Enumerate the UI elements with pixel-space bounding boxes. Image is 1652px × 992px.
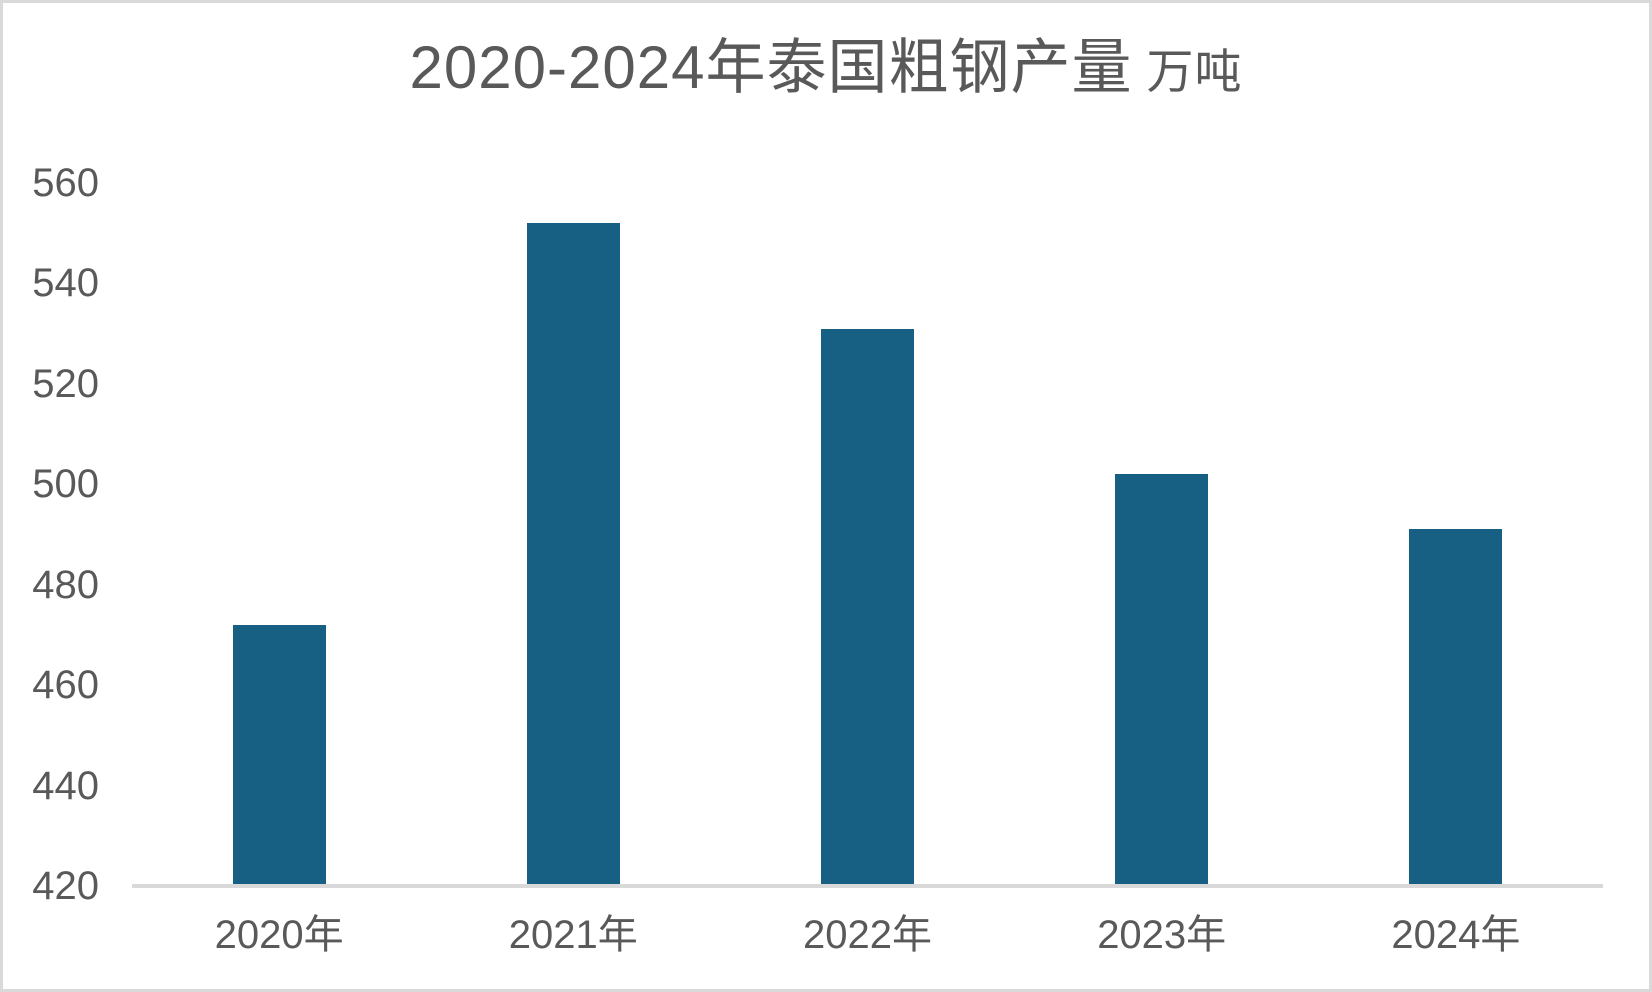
y-axis-tick-label: 540 bbox=[32, 261, 99, 306]
bar-2024年 bbox=[1409, 529, 1503, 886]
y-axis-tick-label: 460 bbox=[32, 663, 99, 708]
chart-title: 2020-2024年泰国粗钢产量 万吨 bbox=[3, 33, 1649, 107]
y-axis-tick-label: 420 bbox=[32, 864, 99, 908]
x-axis-label: 2020年 bbox=[214, 913, 344, 957]
bar-2020年 bbox=[232, 624, 326, 886]
chart-title-unit: 万吨 bbox=[1146, 45, 1243, 98]
x-axis-label: 2021年 bbox=[508, 913, 638, 957]
x-axis-line bbox=[132, 884, 1603, 888]
bar-2023年 bbox=[1115, 474, 1209, 886]
y-axis-tick-label: 440 bbox=[32, 763, 99, 808]
y-axis-tick-label: 520 bbox=[32, 361, 99, 406]
x-axis-label: 2022年 bbox=[802, 913, 932, 957]
bar-2022年 bbox=[821, 328, 914, 886]
y-axis-tick-label: 480 bbox=[32, 562, 99, 607]
y-axis-tick-label: 560 bbox=[32, 161, 99, 205]
y-axis-tick-label: 500 bbox=[32, 462, 99, 507]
chart-title-text: 2020-2024年泰国粗钢产量 bbox=[409, 34, 1133, 101]
x-axis-label: 2023年 bbox=[1097, 913, 1227, 957]
bar-2021年 bbox=[526, 223, 620, 886]
x-axis-label: 2024年 bbox=[1391, 913, 1521, 957]
